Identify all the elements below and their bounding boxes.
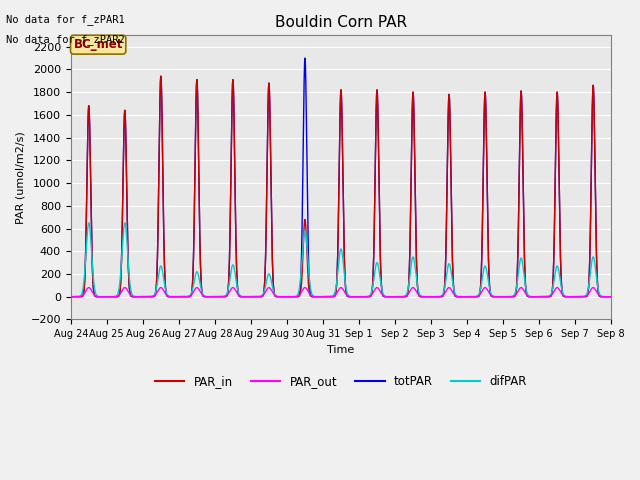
PAR_in: [607, 294, 615, 300]
Line: difPAR: difPAR: [71, 223, 611, 297]
Title: Bouldin Corn PAR: Bouldin Corn PAR: [275, 15, 407, 30]
PAR_in: [269, 278, 277, 284]
PAR_in: [177, 294, 184, 300]
Y-axis label: PAR (umol/m2/s): PAR (umol/m2/s): [15, 131, 25, 224]
PAR_out: [607, 294, 615, 300]
Text: No data for f_zPAR2: No data for f_zPAR2: [6, 34, 125, 45]
Text: BC_met: BC_met: [74, 38, 123, 51]
PAR_out: [415, 293, 423, 299]
PAR_out: [605, 294, 613, 300]
X-axis label: Time: Time: [327, 345, 355, 355]
Text: No data for f_zPAR1: No data for f_zPAR1: [6, 14, 125, 25]
PAR_out: [85, 285, 93, 290]
PAR_in: [67, 294, 75, 300]
totPAR: [605, 294, 613, 300]
PAR_out: [492, 294, 500, 300]
totPAR: [607, 294, 615, 300]
difPAR: [85, 220, 93, 226]
difPAR: [492, 294, 500, 300]
PAR_in: [182, 294, 190, 300]
difPAR: [177, 294, 184, 300]
totPAR: [492, 294, 500, 300]
difPAR: [67, 294, 75, 300]
Line: PAR_in: PAR_in: [71, 76, 611, 297]
Legend: PAR_in, PAR_out, totPAR, difPAR: PAR_in, PAR_out, totPAR, difPAR: [150, 371, 532, 393]
PAR_in: [492, 294, 500, 300]
PAR_out: [182, 294, 190, 300]
difPAR: [182, 294, 190, 300]
totPAR: [301, 55, 309, 61]
PAR_out: [269, 290, 277, 296]
Line: PAR_out: PAR_out: [71, 288, 611, 297]
PAR_in: [605, 294, 613, 300]
PAR_out: [67, 294, 75, 300]
totPAR: [415, 293, 423, 299]
totPAR: [269, 277, 277, 283]
PAR_out: [177, 294, 184, 300]
PAR_in: [415, 293, 423, 299]
difPAR: [269, 287, 277, 292]
difPAR: [607, 294, 615, 300]
totPAR: [177, 294, 184, 300]
totPAR: [182, 294, 190, 300]
Line: totPAR: totPAR: [71, 58, 611, 297]
PAR_in: [157, 73, 164, 79]
totPAR: [67, 294, 75, 300]
difPAR: [605, 294, 613, 300]
difPAR: [415, 291, 423, 297]
